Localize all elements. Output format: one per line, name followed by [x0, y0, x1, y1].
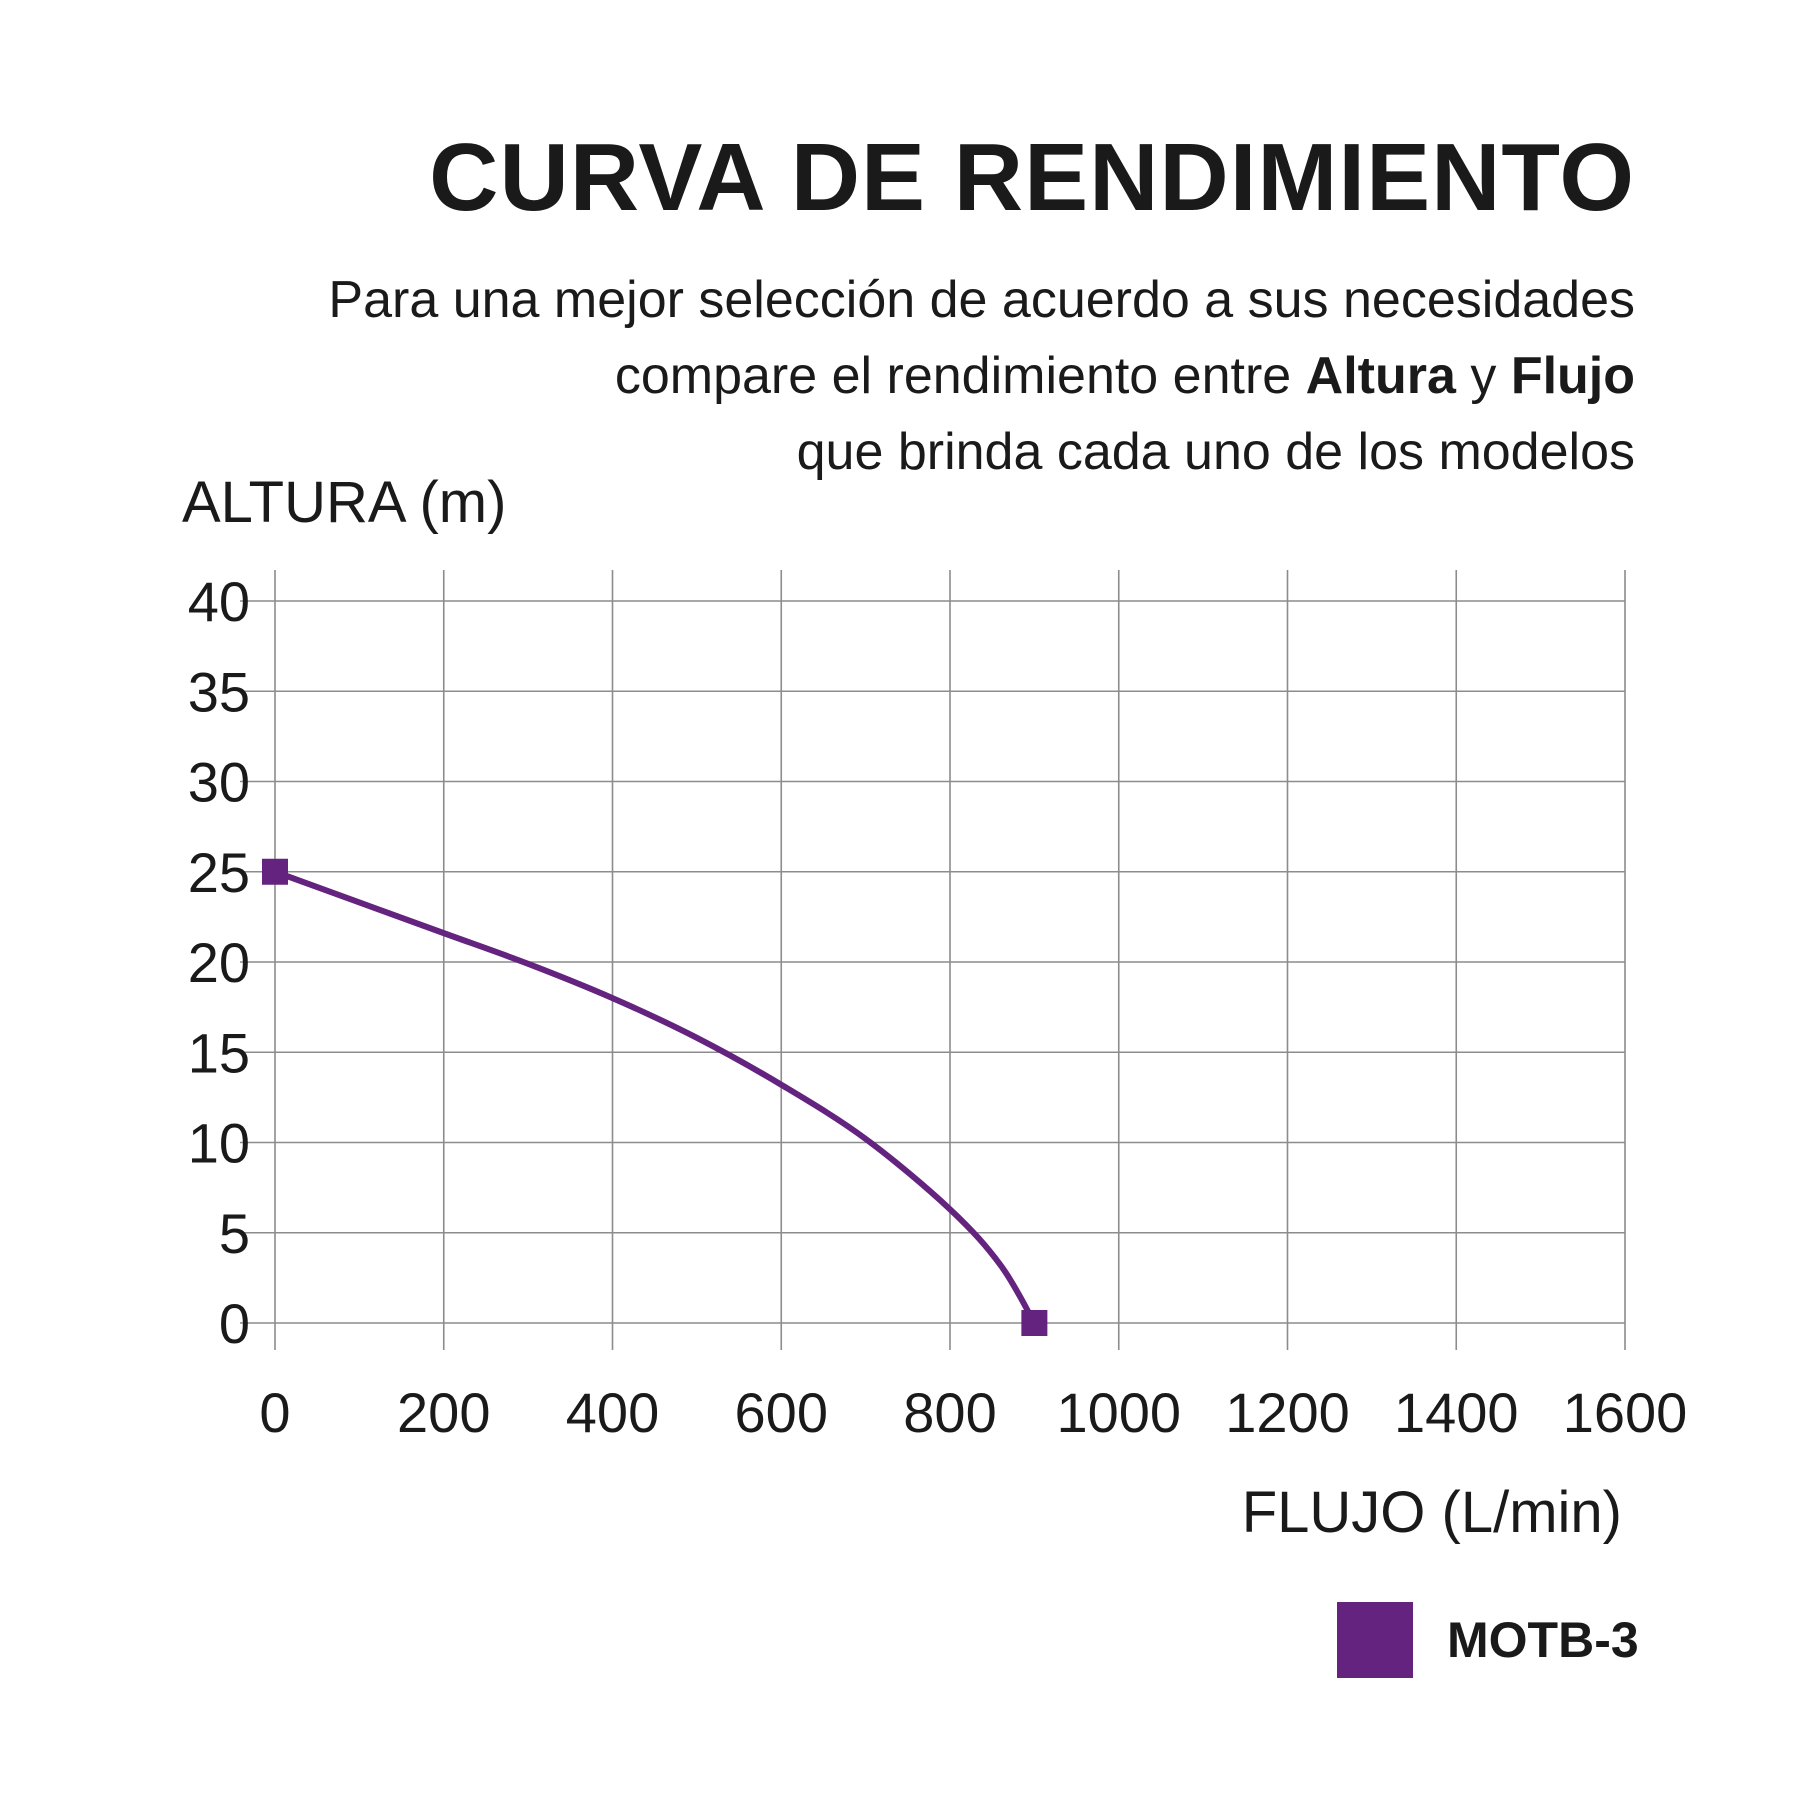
x-tick-label: 0: [259, 1381, 290, 1444]
series-marker: [1021, 1310, 1048, 1336]
x-tick-label: 600: [735, 1381, 828, 1444]
legend-swatch: [1337, 1602, 1413, 1678]
y-axis-label: ALTURA (m): [182, 470, 507, 535]
y-tick-label: 15: [188, 1021, 250, 1084]
y-tick-label: 25: [188, 841, 250, 904]
x-tick-label: 1200: [1225, 1381, 1350, 1444]
y-tick-label: 10: [188, 1112, 250, 1175]
subtitle-line-3: que brinda cada uno de los modelos: [796, 423, 1635, 481]
series-marker: [262, 858, 288, 885]
chart-series: [262, 858, 1048, 1336]
subtitle-text: y: [1455, 347, 1511, 405]
x-tick-labels: 0 200 400 600 800 1000 1200 1400 1600: [259, 1381, 1687, 1444]
chart-subtitle: Para una mejor selección de acuerdo a su…: [328, 262, 1635, 490]
y-tick-label: 0: [219, 1292, 250, 1355]
subtitle-line-2: compare el rendimiento entre Altura y Fl…: [328, 338, 1635, 414]
y-tick-label: 30: [188, 751, 250, 814]
legend-label: MOTB-3: [1447, 1612, 1639, 1668]
y-tick-label: 35: [188, 660, 250, 723]
y-tick-labels: 0 5 10 15 20 25 30 35 40: [188, 570, 250, 1355]
subtitle-text: compare el rendimiento entre: [614, 347, 1306, 405]
y-tick-label: 40: [188, 570, 250, 633]
series-line-motb-3: [272, 868, 1038, 1326]
subtitle-bold-flujo: Flujo: [1510, 347, 1635, 405]
x-axis-label: FLUJO (L/min): [1241, 1480, 1622, 1545]
y-tick-label: 5: [219, 1202, 250, 1265]
x-tick-label: 800: [903, 1381, 996, 1444]
subtitle-line-1: Para una mejor selección de acuerdo a su…: [328, 271, 1635, 329]
y-tick-label: 20: [188, 931, 250, 994]
chart-title: CURVA DE RENDIMIENTO: [429, 124, 1635, 231]
x-tick-label: 200: [397, 1381, 490, 1444]
x-tick-label: 1600: [1563, 1381, 1688, 1444]
x-tick-label: 400: [566, 1381, 659, 1444]
chart-grid: [240, 570, 1626, 1350]
x-tick-label: 1000: [1056, 1381, 1181, 1444]
legend: MOTB-3: [1337, 1602, 1639, 1678]
subtitle-bold-altura: Altura: [1305, 347, 1456, 405]
x-tick-label: 1400: [1394, 1381, 1519, 1444]
